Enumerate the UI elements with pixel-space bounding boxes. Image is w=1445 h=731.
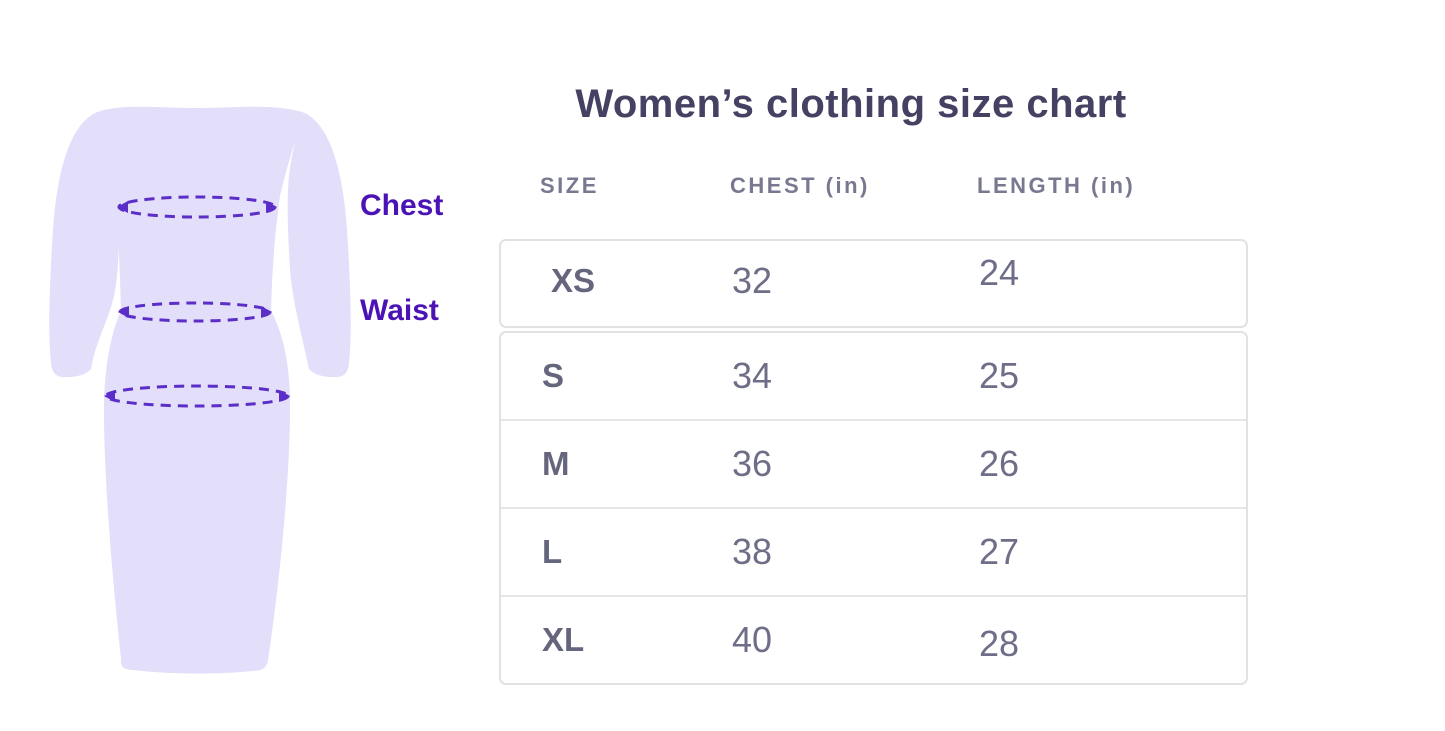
waist-label: Waist <box>360 294 439 327</box>
size-value: L <box>542 533 563 570</box>
table-row-s: S 34 25 <box>501 333 1246 419</box>
length-value: 27 <box>979 531 1020 572</box>
table-header-row: SIZE CHEST (in) LENGTH (in) <box>499 173 1248 201</box>
column-header-length: LENGTH (in) <box>977 173 1136 198</box>
dress-silhouette <box>95 106 305 674</box>
dress-left-sleeve <box>49 113 119 378</box>
dress-illustration <box>49 106 351 674</box>
waist-measure-arrows-icon <box>118 306 272 318</box>
table-row-m: M 36 26 <box>501 419 1246 507</box>
chest-measure-arrows-icon <box>117 201 277 213</box>
chest-value: 32 <box>732 259 773 301</box>
table-row-group: S 34 25 M 36 26 L 38 27 XL 40 28 <box>499 331 1248 685</box>
length-value: 25 <box>979 355 1020 396</box>
size-value: M <box>542 445 570 482</box>
chest-value: 36 <box>732 443 773 484</box>
length-value: 24 <box>979 251 1020 293</box>
chest-value: 34 <box>732 355 773 396</box>
size-value: S <box>542 357 565 394</box>
length-value: 26 <box>979 443 1020 484</box>
table-row-xs: XS 32 24 <box>499 239 1248 328</box>
size-value: XL <box>542 621 585 658</box>
chest-value: 38 <box>732 531 773 572</box>
chest-label: Chest <box>360 189 444 222</box>
table-row-l: L 38 27 <box>501 507 1246 595</box>
hip-measure-arrows-icon <box>104 390 290 402</box>
length-value: 28 <box>979 623 1020 664</box>
column-header-size: SIZE <box>540 173 599 198</box>
chest-value: 40 <box>732 619 773 660</box>
column-header-chest: CHEST (in) <box>730 173 870 198</box>
page-title: Women’s clothing size chart <box>575 82 1127 126</box>
table-row-xl: XL 40 28 <box>501 595 1246 683</box>
size-value: XS <box>551 261 596 299</box>
dress-right-sleeve <box>287 113 351 378</box>
